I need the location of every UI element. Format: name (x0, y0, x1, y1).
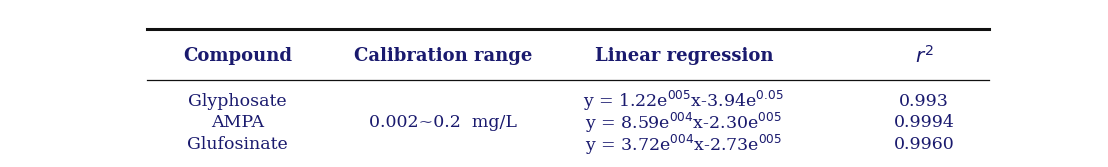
Text: y = 8.59e$^{004}$x-2.30e$^{005}$: y = 8.59e$^{004}$x-2.30e$^{005}$ (585, 111, 782, 135)
Text: Calibration range: Calibration range (355, 47, 533, 65)
Text: 0.9960: 0.9960 (894, 136, 955, 153)
Text: Glufosinate: Glufosinate (187, 136, 288, 153)
Text: Glyphosate: Glyphosate (188, 93, 287, 110)
Text: 0.002~0.2  mg/L: 0.002~0.2 mg/L (369, 114, 517, 131)
Text: Compound: Compound (183, 47, 291, 65)
Text: 0.993: 0.993 (900, 93, 950, 110)
Text: AMPA: AMPA (211, 114, 264, 131)
Text: $\mathit{r}^{2}$: $\mathit{r}^{2}$ (915, 45, 934, 67)
Text: Linear regression: Linear regression (595, 47, 773, 65)
Text: 0.9994: 0.9994 (894, 114, 955, 131)
Text: y = 3.72e$^{004}$x-2.73e$^{005}$: y = 3.72e$^{004}$x-2.73e$^{005}$ (585, 133, 782, 157)
Text: y = 1.22e$^{005}$x-3.94e$^{0.05}$: y = 1.22e$^{005}$x-3.94e$^{0.05}$ (584, 89, 784, 113)
